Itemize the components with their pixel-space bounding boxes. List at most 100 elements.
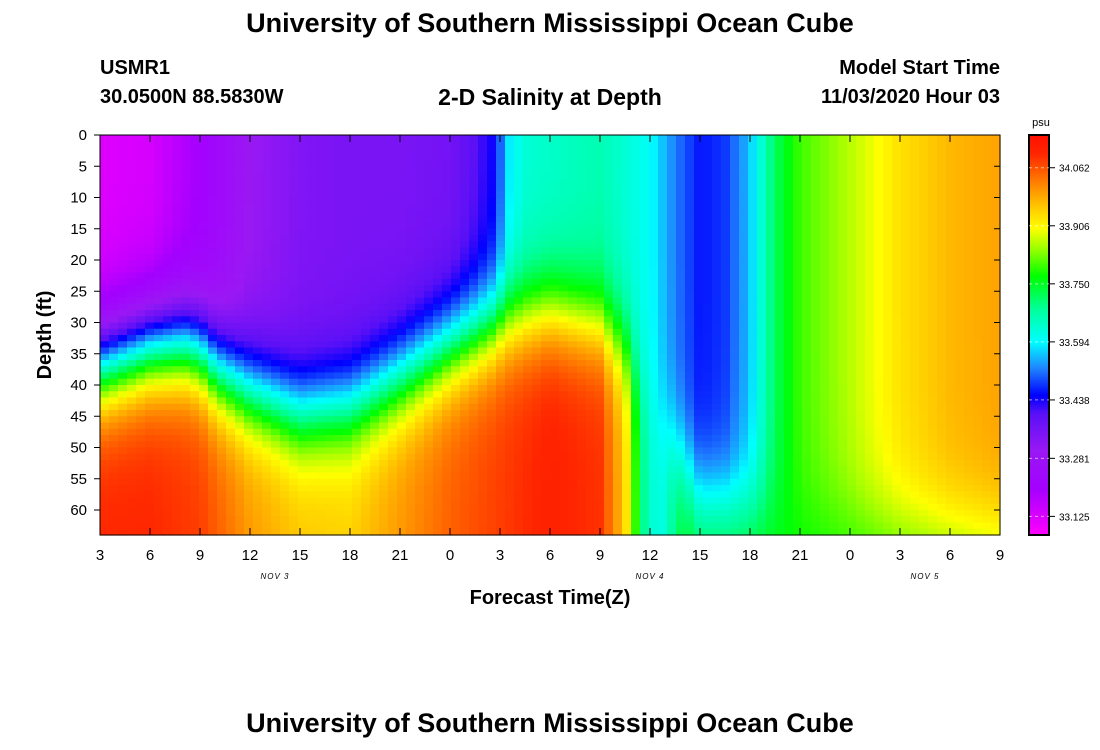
heatmap-cell	[658, 241, 668, 249]
heatmap-cell	[478, 503, 488, 511]
heatmap-cell	[370, 135, 380, 142]
heatmap-cell	[226, 503, 236, 511]
heatmap-cell	[640, 303, 650, 311]
heatmap-cell	[316, 235, 326, 242]
heatmap-cell	[748, 203, 758, 211]
heatmap-cell	[649, 528, 659, 536]
heatmap-cell	[127, 216, 137, 224]
heatmap-cell	[118, 178, 128, 186]
heatmap-cell	[478, 366, 488, 374]
heatmap-cell	[442, 316, 452, 324]
heatmap-cell	[730, 428, 740, 436]
heatmap-cell	[244, 297, 254, 305]
heatmap-cell	[118, 285, 128, 292]
heatmap-cell	[451, 528, 461, 536]
heatmap-cell	[100, 428, 110, 436]
heatmap-cell	[370, 485, 380, 492]
heatmap-cell	[100, 166, 110, 174]
heatmap-cell	[298, 285, 308, 292]
heatmap-cell	[190, 522, 200, 530]
heatmap-cell	[280, 435, 290, 442]
heatmap-cell	[766, 303, 776, 311]
heatmap-cell	[721, 491, 731, 499]
heatmap-cell	[496, 403, 506, 411]
heatmap-cell	[478, 166, 488, 174]
heatmap-cell	[460, 416, 470, 424]
heatmap-cell	[118, 235, 128, 242]
heatmap-cell	[127, 360, 137, 367]
heatmap-cell	[451, 353, 461, 361]
heatmap-cell	[460, 497, 470, 505]
heatmap-cell	[748, 328, 758, 336]
heatmap-cell	[451, 141, 461, 149]
heatmap-cell	[253, 197, 263, 205]
heatmap-cell	[559, 166, 569, 174]
heatmap-cell	[370, 491, 380, 499]
heatmap-cell	[154, 228, 164, 236]
heatmap-cell	[595, 328, 605, 336]
heatmap-cell	[226, 235, 236, 242]
heatmap-cell	[361, 510, 371, 517]
heatmap-cell	[271, 528, 281, 536]
heatmap-cell	[433, 310, 443, 317]
heatmap-cell	[730, 335, 740, 342]
heatmap-cell	[748, 385, 758, 392]
heatmap-cell	[478, 153, 488, 161]
heatmap-cell	[532, 222, 542, 230]
heatmap-cell	[379, 160, 389, 167]
heatmap-cell	[658, 247, 668, 255]
heatmap-cell	[172, 510, 182, 517]
heatmap-cell	[424, 147, 434, 155]
heatmap-cell	[712, 341, 722, 349]
heatmap-cell	[460, 360, 470, 367]
heatmap-cell	[415, 272, 425, 280]
heatmap-cell	[550, 335, 560, 342]
heatmap-cell	[712, 447, 722, 455]
heatmap-cell	[676, 303, 686, 311]
heatmap-cell	[397, 422, 407, 430]
heatmap-cell	[244, 247, 254, 255]
heatmap-cell	[370, 428, 380, 436]
heatmap-cell	[667, 441, 677, 449]
heatmap-cell	[379, 353, 389, 361]
heatmap-cell	[118, 153, 128, 161]
heatmap-cell	[685, 435, 695, 442]
heatmap-cell	[217, 203, 227, 211]
heatmap-cell	[343, 285, 353, 292]
heatmap-cell	[784, 172, 794, 180]
heatmap-cell	[766, 410, 776, 417]
heatmap-cell	[379, 191, 389, 199]
heatmap-cell	[379, 266, 389, 274]
heatmap-cell	[622, 141, 632, 149]
heatmap-cell	[307, 453, 317, 461]
heatmap-cell	[379, 247, 389, 255]
heatmap-cell	[559, 335, 569, 342]
heatmap-cell	[316, 385, 326, 392]
heatmap-cell	[406, 441, 416, 449]
heatmap-cell	[181, 416, 191, 424]
heatmap-cell	[397, 466, 407, 474]
heatmap-cell	[271, 291, 281, 299]
heatmap-cell	[712, 272, 722, 280]
heatmap-cell	[235, 166, 245, 174]
heatmap-cell	[208, 447, 218, 455]
heatmap-cell	[541, 241, 551, 249]
heatmap-cell	[226, 353, 236, 361]
heatmap-cell	[685, 210, 695, 217]
heatmap-cell	[703, 428, 713, 436]
heatmap-cell	[370, 391, 380, 399]
heatmap-cell	[505, 447, 515, 455]
heatmap-cell	[451, 322, 461, 330]
heatmap-cell	[388, 360, 398, 367]
heatmap-cell	[190, 160, 200, 167]
heatmap-cell	[478, 466, 488, 474]
heatmap-cell	[343, 335, 353, 342]
heatmap-cell	[379, 366, 389, 374]
heatmap-cell	[631, 278, 641, 286]
heatmap-cell	[325, 510, 335, 517]
heatmap-cell	[649, 397, 659, 405]
heatmap-cell	[514, 141, 524, 149]
heatmap-cell	[388, 203, 398, 211]
heatmap-cell	[514, 422, 524, 430]
heatmap-cell	[100, 422, 110, 430]
